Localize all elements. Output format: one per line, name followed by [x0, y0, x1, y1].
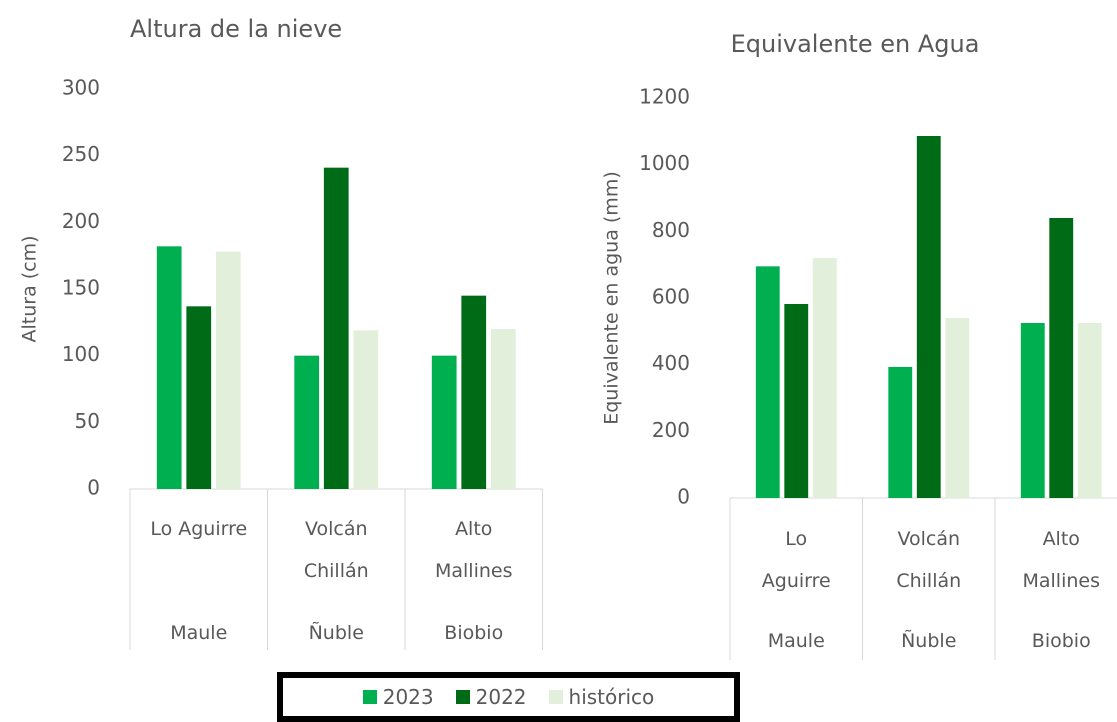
y-tick-label: 600	[652, 285, 690, 309]
y-tick-label: 1000	[639, 151, 690, 175]
y-tick-label: 400	[652, 351, 690, 375]
chart-title: Altura de la nieve	[130, 15, 342, 43]
bar	[156, 246, 182, 489]
legend-label: 2023	[382, 685, 434, 709]
y-axis-title: Equivalente en agua (mm)	[601, 171, 623, 425]
y-tick-label: 50	[75, 409, 100, 433]
bar	[1049, 218, 1074, 498]
bar	[186, 306, 212, 489]
x-tick-label: Lo Aguirre	[150, 518, 248, 540]
legend-label: histórico	[568, 685, 655, 709]
x-tick-label: Volcán Chillán	[896, 528, 962, 592]
y-tick-label: 800	[652, 218, 690, 242]
bar	[945, 318, 970, 498]
legend: 2023 2022 histórico	[277, 672, 740, 722]
group-label: Biobio	[444, 622, 504, 644]
bar	[1020, 323, 1045, 498]
legend-swatch	[362, 690, 377, 704]
bar	[215, 251, 241, 489]
x-tick-label: Alto Mallines	[434, 518, 513, 582]
bar	[431, 355, 457, 489]
y-tick-label: 250	[62, 142, 100, 166]
group-label: Ñuble	[901, 630, 957, 652]
group-label: Maule	[170, 622, 228, 644]
y-tick-label: 200	[62, 209, 100, 233]
legend-label: 2022	[475, 685, 527, 709]
bar	[490, 329, 516, 489]
bar	[294, 355, 320, 489]
legend-swatch	[455, 690, 470, 704]
y-tick-label: 0	[87, 476, 100, 500]
bar	[353, 330, 379, 489]
y-axis-title: Altura (cm)	[19, 235, 41, 342]
bar	[888, 367, 913, 498]
bar	[461, 295, 487, 489]
x-tick-label: Lo Aguirre	[761, 528, 831, 592]
legend-item: 2022	[455, 685, 527, 709]
group-label: Maule	[767, 630, 825, 652]
y-tick-label: 300	[62, 76, 100, 100]
bar	[323, 167, 349, 489]
y-tick-label: 200	[652, 418, 690, 442]
legend-item: 2023	[362, 685, 434, 709]
y-tick-label: 1200	[639, 85, 690, 109]
bar	[755, 266, 780, 498]
group-label: Biobio	[1031, 630, 1091, 652]
legend-item: histórico	[548, 685, 655, 709]
bar	[784, 304, 809, 498]
group-label: Ñuble	[308, 622, 364, 644]
chart-title: Equivalente en Agua	[731, 30, 980, 58]
bar	[1077, 323, 1102, 498]
bar	[812, 258, 837, 498]
x-tick-label: Alto Mallines	[1022, 528, 1100, 592]
y-tick-label: 0	[677, 485, 690, 509]
y-tick-label: 150	[62, 276, 100, 300]
bar	[916, 136, 941, 498]
legend-swatch	[548, 690, 563, 704]
y-tick-label: 100	[62, 342, 100, 366]
x-tick-label: Volcán Chillán	[303, 518, 369, 582]
